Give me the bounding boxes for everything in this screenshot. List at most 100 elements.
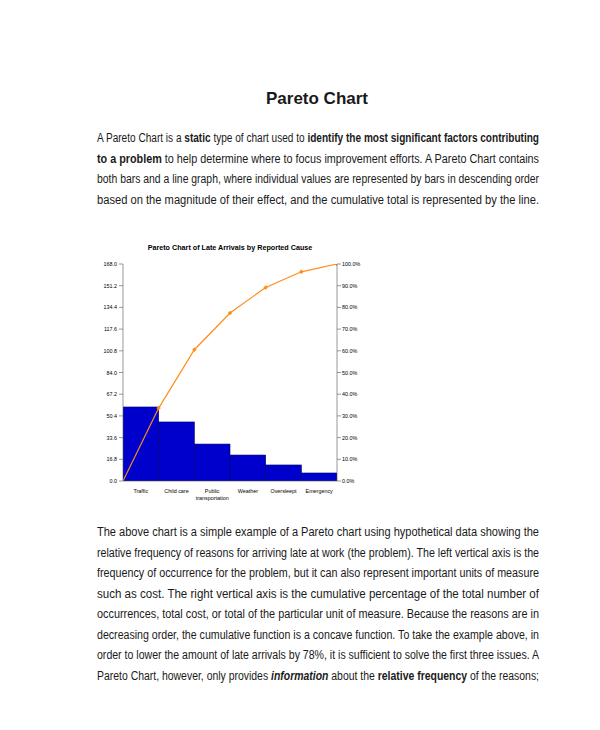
y2-tick-label: 30.0% bbox=[342, 413, 357, 419]
y2-tick-label: 60.0% bbox=[342, 348, 357, 354]
y2-tick bbox=[337, 415, 341, 416]
y-tick bbox=[119, 459, 123, 460]
text-line: based on the magnitude of their effect, … bbox=[97, 193, 539, 207]
y2-tick-label: 0.0% bbox=[342, 478, 354, 484]
y-tick bbox=[119, 437, 123, 438]
y2-tick bbox=[337, 481, 341, 482]
y-tick bbox=[119, 350, 123, 351]
y-tick-label: 151.2 bbox=[104, 283, 118, 289]
y-tick-label: 84.0 bbox=[107, 370, 118, 376]
line-marker bbox=[263, 285, 267, 289]
text-line: The above chart is a simple example of a… bbox=[97, 525, 539, 539]
y-tick bbox=[119, 264, 123, 265]
y-tick bbox=[119, 394, 123, 395]
x-tick-label: Emergency bbox=[306, 488, 334, 494]
text-line: occurrences, total cost, or total of the… bbox=[97, 607, 539, 621]
x-tick-label-line: Oversleept bbox=[270, 488, 297, 494]
y-tick-label: 100.8 bbox=[104, 348, 118, 354]
text-run: of the reasons; bbox=[467, 669, 539, 683]
bar bbox=[301, 473, 337, 481]
plot-area bbox=[123, 264, 337, 481]
page-title: Pareto Chart bbox=[266, 89, 368, 108]
text-run: information bbox=[271, 669, 328, 683]
y-tick-label: 0.0 bbox=[110, 478, 118, 484]
y2-tick-label: 40.0% bbox=[342, 391, 357, 397]
text-line: to a problem to help determine where to … bbox=[97, 152, 539, 166]
text-run: The above chart is a simple example of a… bbox=[97, 525, 539, 539]
text-run: occurrences, total cost, or total of the… bbox=[97, 607, 539, 621]
line-marker bbox=[299, 270, 303, 274]
bar bbox=[123, 407, 159, 481]
y-tick bbox=[119, 329, 123, 330]
y-tick-label: 67.2 bbox=[107, 391, 118, 397]
line-marker bbox=[228, 311, 232, 315]
text-line: order to lower the amount of late arriva… bbox=[97, 648, 539, 662]
chart-title: Pareto Chart of Late Arrivals by Reporte… bbox=[148, 243, 313, 252]
text-run: frequency of occurrence for the problem,… bbox=[97, 566, 539, 580]
y2-tick-label: 90.0% bbox=[342, 283, 357, 289]
y2-tick-label: 50.0% bbox=[342, 370, 357, 376]
text-run: type of chart used to bbox=[211, 131, 308, 145]
bar bbox=[230, 455, 266, 481]
y-tick-label: 168.0 bbox=[104, 261, 118, 267]
text-run: static bbox=[184, 131, 211, 145]
text-run: identify the most significant factors co… bbox=[307, 131, 539, 145]
text-run: to a problem bbox=[97, 152, 162, 166]
text-run: decreasing order, the cumulative functio… bbox=[97, 628, 539, 642]
x-tick-label-line: Traffic bbox=[133, 488, 148, 494]
y2-tick bbox=[337, 437, 341, 438]
text-run: relative frequency bbox=[378, 669, 468, 683]
line-marker bbox=[335, 264, 337, 266]
text-run: to help determine where to focus improve… bbox=[162, 152, 539, 166]
y2-tick bbox=[337, 307, 341, 308]
x-tick-label: Traffic bbox=[133, 488, 148, 494]
page: Pareto Chart A Pareto Chart is a static t… bbox=[0, 0, 600, 730]
y2-tick-label: 100.0% bbox=[342, 261, 360, 267]
pareto-chart: Pareto Chart of Late Arrivals by Reporte… bbox=[104, 243, 361, 501]
text-line: decreasing order, the cumulative functio… bbox=[97, 628, 539, 642]
y-tick bbox=[119, 372, 123, 373]
x-tick-label: Publictransportation bbox=[196, 488, 229, 501]
y2-tick-label: 10.0% bbox=[342, 456, 357, 462]
y-tick-label: 33.6 bbox=[107, 435, 118, 441]
cumulative-line bbox=[159, 264, 337, 408]
text-line: frequency of occurrence for the problem,… bbox=[97, 566, 539, 580]
y2-tick bbox=[337, 372, 341, 373]
text-run: such as cost. The right vertical axis is… bbox=[97, 587, 540, 601]
y2-tick bbox=[337, 329, 341, 330]
bar bbox=[266, 465, 302, 481]
x-tick-label: Weather bbox=[238, 488, 258, 494]
y2-tick bbox=[337, 459, 341, 460]
x-tick-label-line: Child care bbox=[164, 488, 188, 494]
y-tick bbox=[119, 481, 123, 482]
x-tick-label-line: Weather bbox=[238, 488, 258, 494]
text-line: Pareto Chart, however, only provides inf… bbox=[97, 669, 539, 683]
text-run: about the bbox=[328, 669, 377, 683]
y2-tick bbox=[337, 394, 341, 395]
y-tick-label: 117.6 bbox=[104, 326, 117, 332]
x-tick-label-line: Emergency bbox=[306, 488, 334, 494]
text-run: A Pareto Chart is a bbox=[97, 131, 184, 145]
y2-tick bbox=[337, 285, 341, 286]
body-paragraph: The above chart is a simple example of a… bbox=[97, 525, 540, 683]
text-run: relative frequency of reasons for arrivi… bbox=[97, 546, 539, 560]
bar bbox=[159, 422, 195, 481]
text-line: such as cost. The right vertical axis is… bbox=[97, 587, 540, 601]
text-line: both bars and a line graph, where indivi… bbox=[97, 172, 539, 186]
x-tick-label-line: transportation bbox=[196, 495, 229, 501]
x-tick-label-line: Public bbox=[205, 488, 220, 494]
text-run: both bars and a line graph, where indivi… bbox=[97, 172, 539, 186]
y2-tick-label: 70.0% bbox=[342, 326, 357, 332]
text-line: relative frequency of reasons for arrivi… bbox=[97, 546, 539, 560]
y-tick bbox=[119, 285, 123, 286]
text-line: A Pareto Chart is a static type of chart… bbox=[97, 131, 539, 145]
x-tick-label: Oversleept bbox=[270, 488, 297, 494]
text-run: Pareto Chart, however, only provides bbox=[97, 669, 271, 683]
y-tick-label: 134.4 bbox=[104, 304, 118, 310]
x-axis-line bbox=[123, 481, 337, 482]
text-run: order to lower the amount of late arriva… bbox=[97, 648, 539, 662]
intro-paragraph: A Pareto Chart is a static type of chart… bbox=[97, 131, 539, 207]
x-tick-label: Child care bbox=[164, 488, 188, 494]
y2-tick bbox=[337, 264, 341, 265]
text-run: based on the magnitude of their effect, … bbox=[97, 193, 539, 207]
